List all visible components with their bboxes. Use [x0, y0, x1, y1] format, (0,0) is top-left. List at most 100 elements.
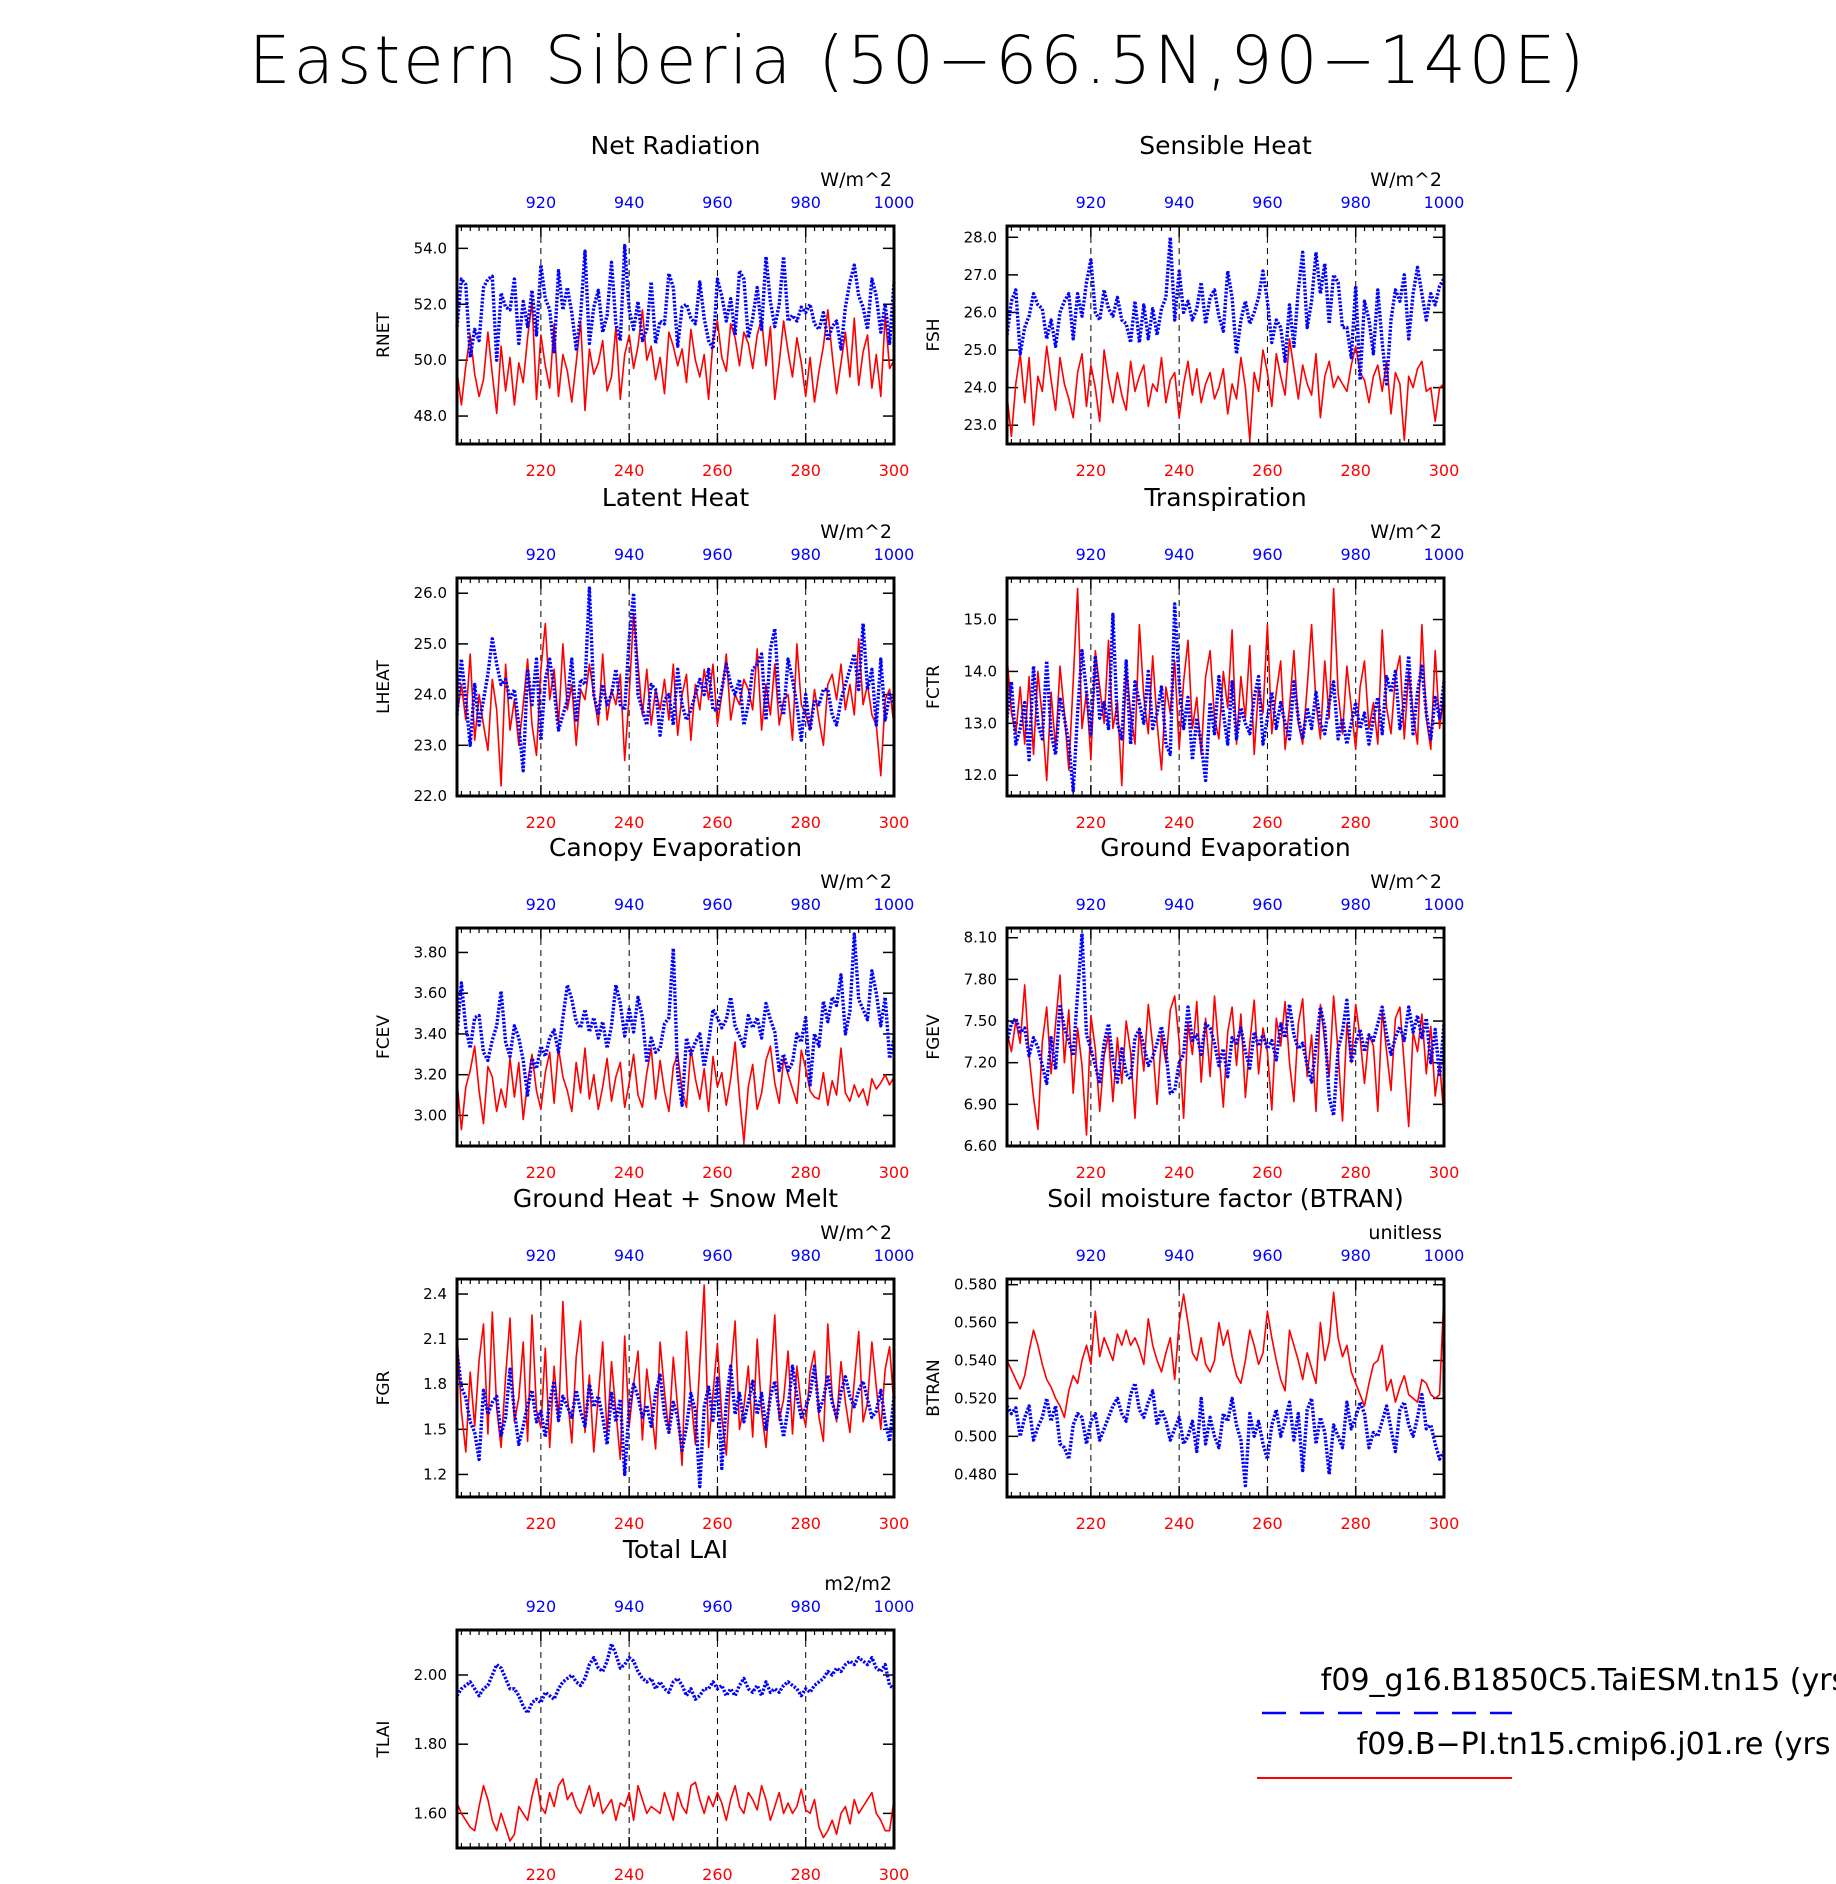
x-tick-label-blue: 960 — [1252, 895, 1283, 914]
y-tick-label: 25.0 — [964, 341, 997, 359]
plot-frame-tlai — [455, 1628, 896, 1850]
x-tick-label-red: 220 — [1076, 461, 1107, 480]
x-tick-label-blue: 940 — [614, 895, 645, 914]
panel-title-tlai: Total LAI — [622, 1535, 728, 1564]
x-tick-label-red: 220 — [1076, 1163, 1107, 1182]
x-tick-label-blue: 1000 — [874, 895, 915, 914]
x-tick-label-blue: 1000 — [1424, 193, 1465, 212]
x-tick-label-red: 220 — [526, 461, 557, 480]
y-tick-label: 26.0 — [964, 303, 997, 321]
x-tick-label-blue: 920 — [1076, 1246, 1107, 1265]
x-tick-label-red: 260 — [1252, 813, 1283, 832]
y-tick-label: 54.0 — [414, 239, 447, 257]
figure-title: Eastern Siberia (50−66.5N,90−140E) — [248, 22, 1588, 99]
panel-title-lheat: Latent Heat — [602, 483, 750, 512]
units-label-fctr: W/m^2 — [1370, 521, 1442, 543]
plot-frame-fgev — [1005, 926, 1446, 1148]
x-tick-label-red: 260 — [702, 813, 733, 832]
x-tick-label-red: 280 — [790, 461, 821, 480]
panel-title-btran: Soil moisture factor (BTRAN) — [1047, 1184, 1404, 1213]
x-tick-label-red: 280 — [790, 1514, 821, 1533]
units-label-rnet: W/m^2 — [820, 169, 892, 191]
series-line-cmip6 — [1006, 587, 1445, 787]
series-line-taiesm — [1005, 602, 1446, 793]
x-tick-label-red: 280 — [1340, 1514, 1371, 1533]
x-tick-label-red: 300 — [879, 461, 910, 480]
x-tick-label-red: 240 — [614, 461, 645, 480]
y-tick-label: 2.1 — [423, 1330, 447, 1348]
series-line-cmip6 — [456, 1778, 895, 1842]
x-tick-label-red: 240 — [614, 813, 645, 832]
x-tick-label-red: 260 — [702, 1163, 733, 1182]
x-tick-label-blue: 960 — [1252, 545, 1283, 564]
panel-rnet: Net Radiation W/m^2 RNET 220 240 260 280 300 920… — [374, 131, 914, 480]
plot-frame-lheat — [455, 576, 896, 798]
y-axis-label-btran: BTRAN — [924, 1359, 944, 1417]
x-tick-label-red: 240 — [1164, 461, 1195, 480]
series-line-taiesm — [455, 586, 896, 773]
y-tick-label: 0.520 — [954, 1389, 997, 1407]
x-tick-label-blue: 1000 — [1424, 1246, 1465, 1265]
x-tick-label-blue: 960 — [1252, 1246, 1283, 1265]
x-tick-label-red: 280 — [790, 1163, 821, 1182]
y-tick-label: 28.0 — [964, 228, 997, 246]
y-tick-label: 0.560 — [954, 1314, 997, 1332]
x-tick-label-blue: 940 — [614, 1597, 645, 1616]
legend-label-cmip6: f09.B−PI.tn15.cmip6.j01.re (yrs 201−300) — [1357, 1727, 1836, 1762]
plot-frame-fgr — [455, 1277, 896, 1499]
x-tick-label-blue: 940 — [614, 1246, 645, 1265]
units-label-lheat: W/m^2 — [820, 521, 892, 543]
x-tick-label-red: 240 — [1164, 813, 1195, 832]
y-tick-label: 23.0 — [414, 736, 447, 754]
y-tick-label: 3.20 — [414, 1066, 447, 1084]
panel-lheat: Latent Heat W/m^2 LHEAT 220 240 260 280 300 920 9… — [374, 483, 914, 832]
panel-title-fsh: Sensible Heat — [1139, 131, 1312, 160]
y-tick-label: 1.8 — [423, 1375, 447, 1393]
series-line-cmip6 — [456, 1284, 895, 1467]
x-tick-label-blue: 940 — [1164, 1246, 1195, 1265]
series-line-taiesm — [455, 1642, 896, 1715]
y-tick-label: 1.60 — [414, 1804, 447, 1822]
panel-title-fgr: Ground Heat + Snow Melt — [513, 1184, 838, 1213]
plot-frame-fctr — [1005, 576, 1446, 798]
x-tick-label-red: 240 — [614, 1514, 645, 1533]
x-tick-label-blue: 940 — [614, 545, 645, 564]
y-tick-label: 7.80 — [964, 970, 997, 988]
x-tick-label-red: 220 — [526, 1514, 557, 1533]
x-tick-label-blue: 960 — [702, 1246, 733, 1265]
y-tick-label: 0.500 — [954, 1427, 997, 1445]
series-line-cmip6 — [1006, 337, 1445, 442]
panel-title-fgev: Ground Evaporation — [1100, 833, 1350, 862]
y-tick-label: 3.00 — [414, 1106, 447, 1124]
y-tick-label: 2.4 — [423, 1285, 447, 1303]
series-line-cmip6 — [456, 300, 895, 415]
plot-frame-rnet — [455, 224, 896, 446]
y-tick-label: 22.0 — [414, 787, 447, 805]
x-tick-label-red: 260 — [702, 461, 733, 480]
y-tick-label: 6.90 — [964, 1095, 997, 1113]
x-tick-label-red: 300 — [879, 1163, 910, 1182]
x-tick-label-blue: 980 — [790, 1597, 821, 1616]
x-tick-label-blue: 940 — [1164, 895, 1195, 914]
x-tick-label-blue: 940 — [614, 193, 645, 212]
panel-btran: Soil moisture factor (BTRAN) unitless BTRA… — [924, 1184, 1464, 1533]
x-tick-label-red: 220 — [526, 1865, 557, 1884]
x-tick-label-blue: 980 — [1340, 545, 1371, 564]
x-tick-label-blue: 960 — [702, 1597, 733, 1616]
x-tick-label-blue: 920 — [1076, 895, 1107, 914]
y-axis-label-fgev: FGEV — [924, 1014, 944, 1060]
y-tick-label: 0.580 — [954, 1276, 997, 1294]
series-line-taiesm — [1005, 1381, 1446, 1488]
y-axis-label-fcev: FCEV — [374, 1015, 394, 1059]
units-label-fgev: W/m^2 — [1370, 871, 1442, 893]
x-tick-label-red: 260 — [702, 1865, 733, 1884]
x-tick-label-blue: 1000 — [874, 193, 915, 212]
y-axis-label-tlai: TLAI — [374, 1721, 394, 1759]
units-label-fcev: W/m^2 — [820, 871, 892, 893]
x-tick-label-red: 300 — [1429, 813, 1460, 832]
y-tick-label: 3.60 — [414, 984, 447, 1002]
x-tick-label-red: 300 — [879, 1865, 910, 1884]
x-tick-label-blue: 960 — [702, 895, 733, 914]
x-tick-label-red: 280 — [790, 813, 821, 832]
